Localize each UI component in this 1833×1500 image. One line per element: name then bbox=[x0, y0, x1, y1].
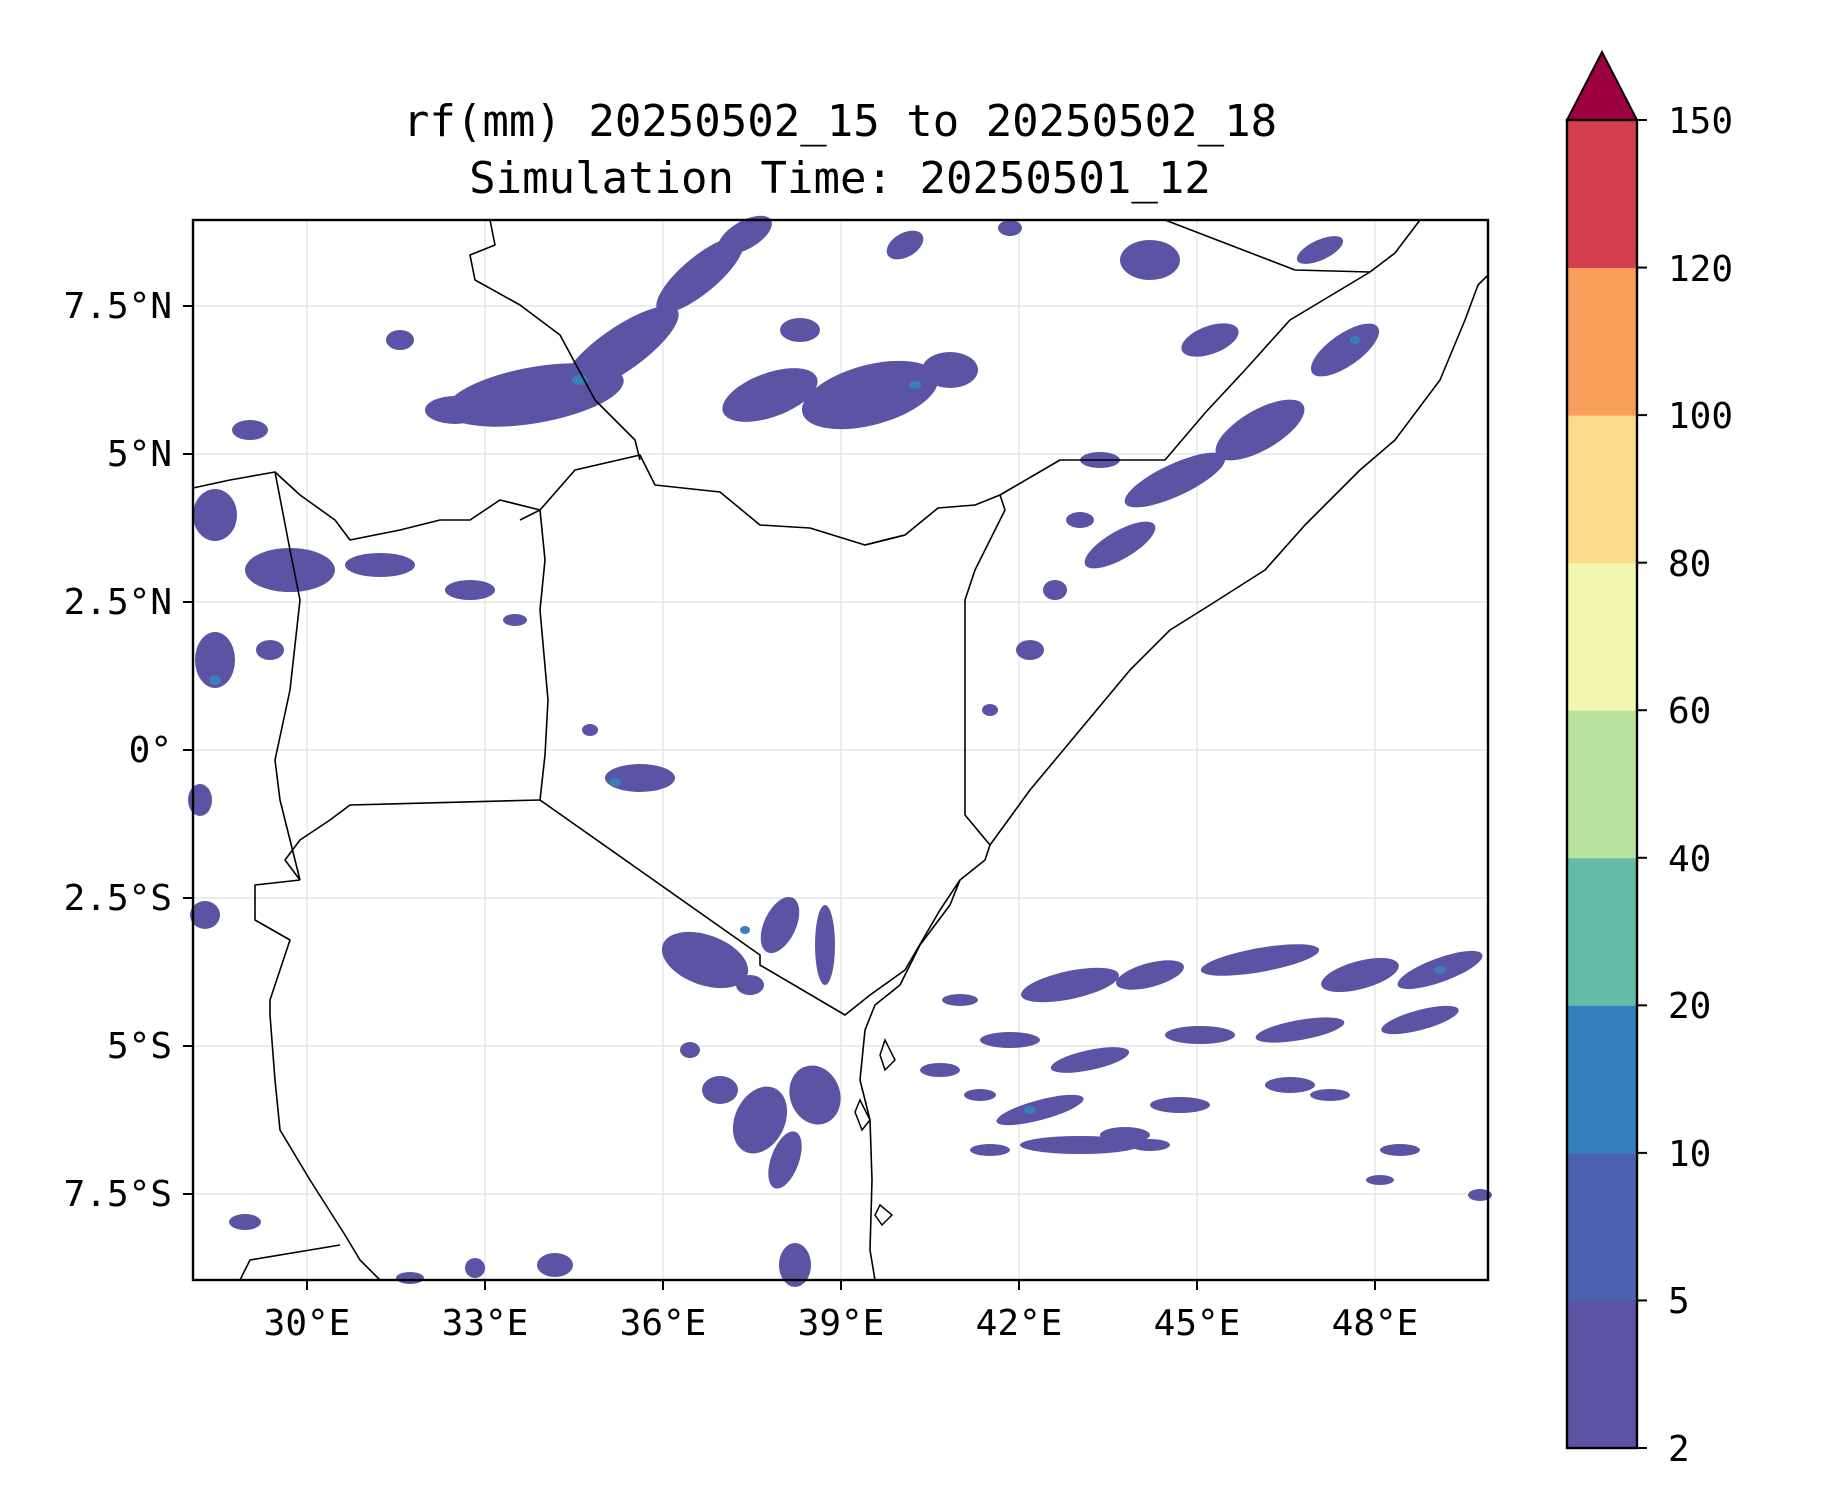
colorbar-label: 80 bbox=[1668, 544, 1711, 585]
colorbar: 150 120 100 80 60 40 20 10 5 2 bbox=[1565, 49, 1733, 1470]
country-borders bbox=[192, 219, 1489, 1281]
colorbar-label: 5 bbox=[1668, 1281, 1690, 1322]
precipitation-heavy-cores bbox=[209, 336, 1446, 1114]
colorbar-label: 60 bbox=[1668, 691, 1711, 732]
colorbar-segments bbox=[1567, 120, 1637, 1449]
colorbar-label: 10 bbox=[1668, 1134, 1711, 1175]
lat-label: 2.5°N bbox=[64, 582, 172, 623]
colorbar-segment bbox=[1567, 1152, 1637, 1301]
lon-label: 30°E bbox=[264, 1303, 351, 1344]
colorbar-label: 2 bbox=[1668, 1429, 1690, 1470]
map-gridlines bbox=[193, 220, 1488, 1280]
colorbar-segment bbox=[1567, 120, 1637, 269]
map-title-line1: rf(mm) 20250502_15 to 20250502_18 bbox=[403, 96, 1277, 147]
latitude-labels: 7.5°N 5°N 2.5°N 0° 2.5°S 5°S 7.5°S bbox=[64, 286, 172, 1215]
colorbar-segment bbox=[1567, 562, 1637, 711]
lat-label: 5°S bbox=[107, 1026, 172, 1067]
colorbar-segment bbox=[1567, 857, 1637, 1006]
lat-label: 2.5°S bbox=[64, 878, 172, 919]
lat-label: 5°N bbox=[107, 434, 172, 475]
colorbar-segment bbox=[1567, 710, 1637, 859]
map-panel: 30°E 33°E 36°E 39°E 42°E 45°E 48°E 7.5°N… bbox=[64, 215, 1492, 1344]
lon-label: 42°E bbox=[976, 1303, 1063, 1344]
colorbar-label: 100 bbox=[1668, 396, 1733, 437]
colorbar-labels: 150 120 100 80 60 40 20 10 5 2 bbox=[1668, 101, 1733, 1470]
colorbar-frame bbox=[1565, 118, 1639, 1450]
longitude-labels: 30°E 33°E 36°E 39°E 42°E 45°E 48°E bbox=[264, 1303, 1419, 1344]
colorbar-ticks bbox=[1637, 119, 1647, 1449]
lon-label: 36°E bbox=[620, 1303, 707, 1344]
colorbar-label: 40 bbox=[1668, 839, 1711, 880]
colorbar-label: 150 bbox=[1668, 101, 1733, 142]
colorbar-segment bbox=[1567, 415, 1637, 564]
islands bbox=[854, 1038, 896, 1227]
precipitation-field bbox=[188, 215, 1492, 1287]
colorbar-label: 20 bbox=[1668, 986, 1711, 1027]
lat-label: 7.5°N bbox=[64, 286, 172, 327]
colorbar-segment bbox=[1567, 1005, 1637, 1154]
map-title-line2: Simulation Time: 20250501_12 bbox=[469, 153, 1211, 204]
lon-label: 48°E bbox=[1332, 1303, 1419, 1344]
lat-label: 0° bbox=[129, 730, 172, 771]
lat-label: 7.5°S bbox=[64, 1174, 172, 1215]
colorbar-label: 120 bbox=[1668, 249, 1733, 290]
lon-label: 39°E bbox=[798, 1303, 885, 1344]
lon-label: 45°E bbox=[1154, 1303, 1241, 1344]
axis-ticks bbox=[183, 305, 1376, 1290]
colorbar-extend-arrow bbox=[1565, 49, 1639, 121]
lon-label: 33°E bbox=[442, 1303, 529, 1344]
colorbar-segment bbox=[1567, 267, 1637, 416]
colorbar-segment bbox=[1567, 1300, 1637, 1449]
